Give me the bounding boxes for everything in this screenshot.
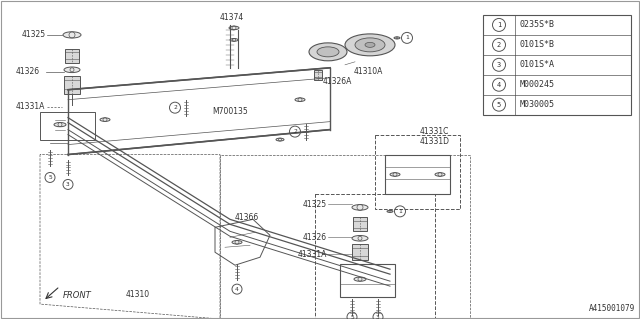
Text: FRONT: FRONT bbox=[63, 291, 92, 300]
Bar bbox=[314, 70, 322, 80]
Text: 41331A: 41331A bbox=[298, 250, 327, 259]
Text: 1: 1 bbox=[497, 22, 501, 28]
Ellipse shape bbox=[276, 138, 284, 141]
Text: 41366: 41366 bbox=[235, 213, 259, 222]
Ellipse shape bbox=[54, 123, 66, 127]
Bar bbox=[483, 15, 631, 115]
Text: 3: 3 bbox=[376, 315, 380, 320]
Ellipse shape bbox=[354, 277, 366, 281]
Text: 41331A: 41331A bbox=[16, 102, 45, 111]
Ellipse shape bbox=[100, 118, 110, 121]
Ellipse shape bbox=[352, 204, 368, 210]
Ellipse shape bbox=[387, 210, 393, 212]
Text: 3: 3 bbox=[497, 62, 501, 68]
Text: 41325: 41325 bbox=[22, 30, 46, 39]
Ellipse shape bbox=[229, 26, 239, 30]
Text: 2: 2 bbox=[497, 42, 501, 48]
Ellipse shape bbox=[295, 98, 305, 101]
Text: 41326: 41326 bbox=[16, 67, 40, 76]
Ellipse shape bbox=[63, 32, 81, 38]
Ellipse shape bbox=[390, 173, 400, 176]
Text: 1: 1 bbox=[405, 36, 409, 40]
Text: M000245: M000245 bbox=[520, 80, 555, 89]
Ellipse shape bbox=[309, 43, 347, 61]
Text: 5: 5 bbox=[48, 175, 52, 180]
Bar bbox=[65, 49, 79, 63]
Ellipse shape bbox=[352, 236, 368, 241]
Text: 0101S*B: 0101S*B bbox=[520, 40, 555, 49]
Ellipse shape bbox=[355, 38, 385, 52]
Text: 0101S*A: 0101S*A bbox=[520, 60, 555, 69]
Text: 5: 5 bbox=[497, 102, 501, 108]
Text: 4: 4 bbox=[497, 82, 501, 88]
Ellipse shape bbox=[345, 34, 395, 56]
Text: 41325: 41325 bbox=[303, 200, 327, 209]
Text: 2: 2 bbox=[173, 105, 177, 110]
Text: 5: 5 bbox=[350, 315, 354, 320]
Text: 1: 1 bbox=[398, 209, 402, 214]
Text: M700135: M700135 bbox=[212, 107, 248, 116]
Ellipse shape bbox=[317, 47, 339, 57]
Text: 41310A: 41310A bbox=[353, 67, 383, 76]
Bar bbox=[315, 195, 435, 320]
Text: 41331D: 41331D bbox=[420, 137, 450, 146]
Text: 41326: 41326 bbox=[303, 233, 327, 242]
Bar bbox=[64, 76, 80, 94]
Text: A415001079: A415001079 bbox=[589, 304, 635, 313]
Bar bbox=[353, 217, 367, 231]
Ellipse shape bbox=[435, 173, 445, 176]
Text: 2: 2 bbox=[293, 129, 297, 134]
Bar bbox=[352, 244, 368, 260]
Text: 3: 3 bbox=[66, 182, 70, 187]
Text: 41374: 41374 bbox=[220, 13, 244, 22]
Text: 41326A: 41326A bbox=[323, 77, 353, 86]
Bar bbox=[375, 135, 460, 209]
Ellipse shape bbox=[394, 37, 400, 39]
Text: 0235S*B: 0235S*B bbox=[520, 20, 555, 29]
Text: 41331C: 41331C bbox=[420, 127, 449, 136]
Text: 4: 4 bbox=[235, 287, 239, 292]
Ellipse shape bbox=[232, 241, 242, 244]
Text: 41310: 41310 bbox=[126, 290, 150, 299]
Ellipse shape bbox=[230, 38, 238, 41]
Ellipse shape bbox=[64, 67, 80, 73]
Ellipse shape bbox=[365, 42, 375, 47]
Text: M030005: M030005 bbox=[520, 100, 555, 109]
